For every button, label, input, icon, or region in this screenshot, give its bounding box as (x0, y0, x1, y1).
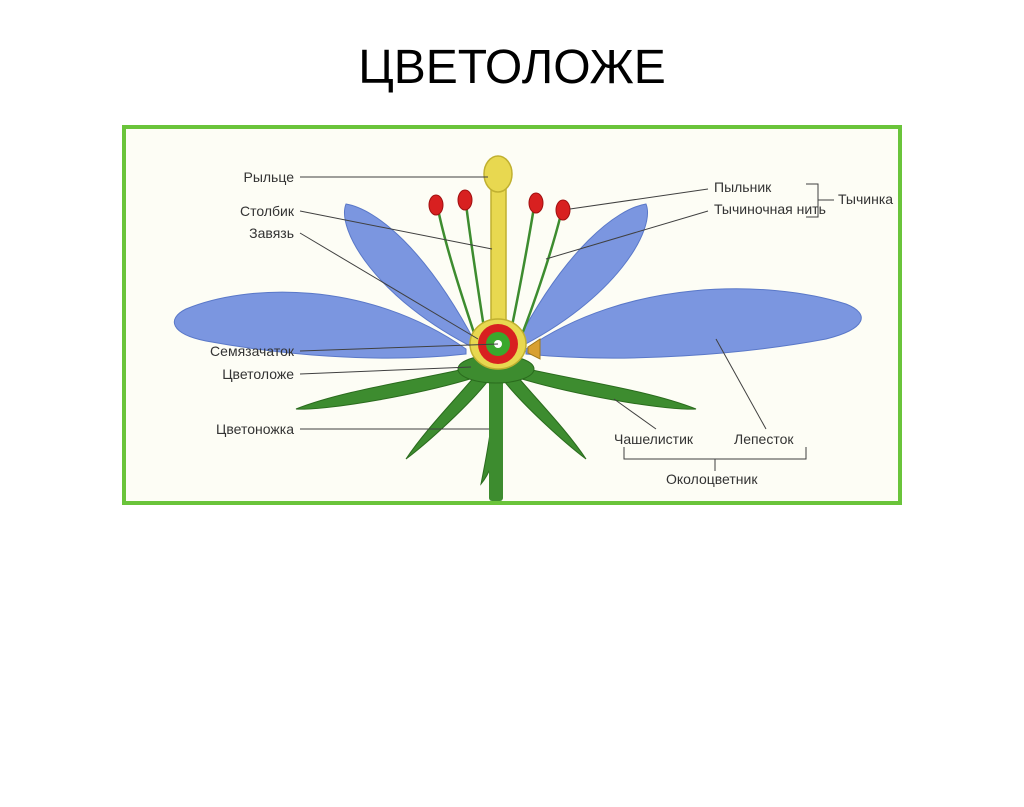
diagram-frame: Рыльце Столбик Завязь Семязачаток Цветол… (122, 125, 902, 505)
label-petal: Лепесток (734, 431, 794, 447)
label-ovary: Завязь (234, 225, 294, 241)
label-pedicel: Цветоножка (206, 421, 294, 437)
label-style: Столбик (234, 203, 294, 219)
label-perianth: Околоцветник (666, 471, 757, 487)
label-stigma: Рыльце (234, 169, 294, 185)
label-receptacle: Цветоложе (206, 366, 294, 382)
page-title: ЦВЕТОЛОЖЕ (0, 40, 1024, 95)
label-anther: Пыльник (714, 179, 771, 195)
label-stamen: Тычинка (838, 191, 893, 207)
label-ovule: Семязачаток (196, 343, 294, 359)
label-sepal: Чашелистик (614, 431, 693, 447)
label-filament: Тычиночная нить (714, 201, 826, 217)
